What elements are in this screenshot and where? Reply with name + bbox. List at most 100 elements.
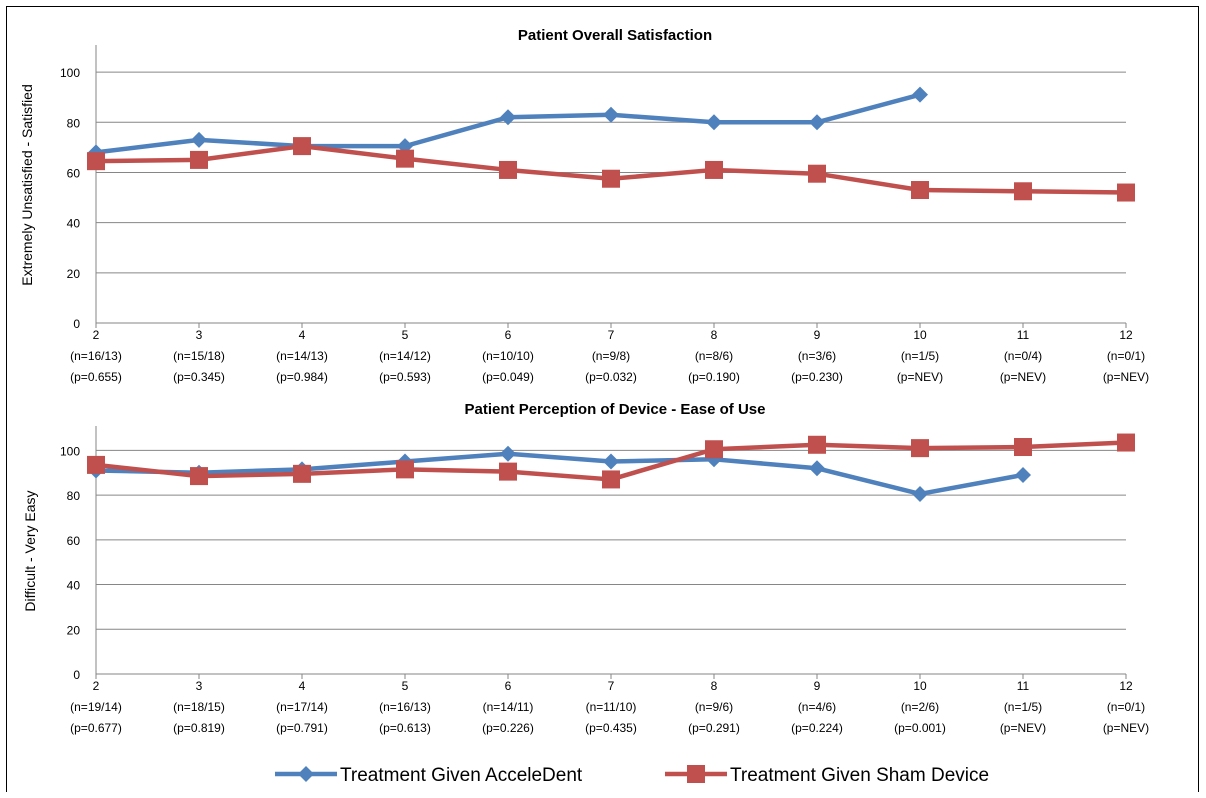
chart-1-x-tick-label: 7 bbox=[608, 328, 615, 342]
chart-2-series-accelerdent-point bbox=[500, 445, 516, 462]
chart-1-series-accelerdent-point bbox=[809, 114, 825, 131]
chart-1-series-accelerdent-point bbox=[706, 114, 722, 131]
chart-2-x-tick-label: 6 bbox=[505, 679, 512, 693]
chart-2-x-tick-label: 4 bbox=[299, 679, 306, 693]
chart-1-x-tick-label: 12 bbox=[1119, 328, 1133, 342]
chart-1-p-label: (p=0.032) bbox=[585, 370, 637, 384]
chart-2-x-tick-label: 9 bbox=[814, 679, 821, 693]
chart-1-p-label: (p=0.655) bbox=[70, 370, 122, 384]
chart-2-series-sham-point bbox=[293, 464, 311, 483]
chart-2-p-label: (p=NEV) bbox=[1000, 721, 1046, 735]
chart-1-series-sham-point bbox=[499, 160, 517, 179]
chart-1-x-tick-label: 8 bbox=[711, 328, 718, 342]
chart-2-p-label: (p=0.291) bbox=[688, 721, 740, 735]
chart-1-series-sham-point bbox=[602, 169, 620, 188]
chart-1-n-label: (n=1/5) bbox=[901, 349, 939, 363]
chart-1-x-tick-label: 5 bbox=[402, 328, 409, 342]
chart-2-n-label: (n=11/10) bbox=[586, 700, 637, 714]
chart-2-y-tick-label: 60 bbox=[67, 534, 81, 548]
chart-1-y-tick-label: 80 bbox=[67, 116, 81, 130]
chart-1-y-tick-label: 100 bbox=[60, 66, 80, 80]
chart-2-p-label: (p=0.224) bbox=[791, 721, 843, 735]
chart-1-series-sham-point bbox=[396, 149, 414, 168]
chart-2-series-sham-point bbox=[499, 462, 517, 481]
chart-1-y-tick-label: 20 bbox=[67, 267, 81, 281]
chart-2-p-label: (p=0.791) bbox=[276, 721, 328, 735]
chart-1-p-label: (p=NEV) bbox=[1103, 370, 1149, 384]
chart-1-p-label: (p=NEV) bbox=[1000, 370, 1046, 384]
chart-1-n-label: (n=9/8) bbox=[592, 349, 630, 363]
legend-sham-label: Treatment Given Sham Device bbox=[730, 765, 989, 786]
chart-2-title: Patient Perception of Device - Ease of U… bbox=[465, 401, 766, 418]
chart-2-n-label: (n=16/13) bbox=[379, 700, 431, 714]
chart-1-series-sham-point bbox=[293, 137, 311, 156]
chart-1-n-label: (n=16/13) bbox=[70, 349, 122, 363]
chart-1-y-tick-label: 60 bbox=[67, 166, 81, 180]
chart-2-n-label: (n=0/1) bbox=[1107, 700, 1145, 714]
chart-2-x-tick-label: 11 bbox=[1017, 679, 1030, 693]
chart-2-n-label: (n=9/6) bbox=[695, 700, 733, 714]
chart-2-p-label: (p=0.001) bbox=[894, 721, 946, 735]
chart-1-n-label: (n=0/4) bbox=[1004, 349, 1042, 363]
chart-1-series-sham-point bbox=[808, 164, 826, 183]
chart-1-x-tick-label: 4 bbox=[299, 328, 306, 342]
chart-1-x-tick-label: 10 bbox=[913, 328, 927, 342]
chart-2-n-label: (n=17/14) bbox=[276, 700, 328, 714]
chart-2-n-label: (n=14/11) bbox=[483, 700, 534, 714]
chart-1-p-label: (p=0.049) bbox=[482, 370, 534, 384]
chart-2-x-tick-label: 10 bbox=[913, 679, 927, 693]
chart-1-n-label: (n=15/18) bbox=[173, 349, 225, 363]
chart-2-x-tick-label: 5 bbox=[402, 679, 409, 693]
chart-2-x-tick-label: 2 bbox=[93, 679, 100, 693]
chart-2-y-tick-label: 0 bbox=[73, 668, 80, 682]
legend-accel-marker bbox=[298, 766, 314, 782]
chart-1-series-sham-point bbox=[190, 150, 208, 169]
chart-2-n-label: (n=4/6) bbox=[798, 700, 836, 714]
chart-2-series-sham-point bbox=[911, 439, 929, 458]
chart-1-y-tick-label: 0 bbox=[73, 317, 80, 331]
chart-2-x-tick-label: 8 bbox=[711, 679, 718, 693]
chart-2-x-tick-label: 12 bbox=[1119, 679, 1133, 693]
chart-1-x-tick-label: 6 bbox=[505, 328, 512, 342]
chart-1-series-sham-point bbox=[1117, 183, 1135, 202]
chart-canvas: Patient Overall Satisfaction020406080100… bbox=[19, 27, 1149, 786]
chart-2-series-accelerdent-point bbox=[809, 460, 825, 477]
chart-2-series-accelerdent-line bbox=[95, 451, 1024, 497]
chart-2-y-tick-label: 100 bbox=[60, 444, 80, 458]
chart-2-p-label: (p=0.613) bbox=[379, 721, 431, 735]
chart-2-p-label: (p=0.819) bbox=[173, 721, 225, 735]
chart-1-p-label: (p=0.190) bbox=[688, 370, 740, 384]
chart-frame: Patient Overall Satisfaction 0 20 40 60 80 100… bbox=[6, 6, 1199, 792]
chart-2-p-label: (p=0.435) bbox=[585, 721, 637, 735]
legend-sham-marker bbox=[687, 765, 705, 783]
chart-1-title: Patient Overall Satisfaction bbox=[518, 27, 712, 44]
chart-1-series-sham-point bbox=[911, 181, 929, 200]
chart-2-series-accelerdent-point bbox=[603, 453, 619, 470]
chart-1-n-label: (n=10/10) bbox=[482, 349, 534, 363]
chart-1-series-accelerdent-point bbox=[603, 106, 619, 123]
chart-1-series-accelerdent-point bbox=[191, 131, 207, 148]
chart-1-p-label: (p=0.345) bbox=[173, 370, 225, 384]
chart-1-series-sham-point bbox=[705, 160, 723, 179]
chart-1-x-tick-label: 3 bbox=[196, 328, 203, 342]
chart-1-p-label: (p=0.984) bbox=[276, 370, 328, 384]
chart-2-x-tick-label: 3 bbox=[196, 679, 203, 693]
chart-1-p-label: (p=NEV) bbox=[897, 370, 943, 384]
chart-2-p-label: (p=0.677) bbox=[70, 721, 122, 735]
chart-2-y-tick-label: 40 bbox=[67, 579, 81, 593]
chart-2-p-label: (p=NEV) bbox=[1103, 721, 1149, 735]
chart-2-y-tick-label: 80 bbox=[67, 489, 81, 503]
chart-1-n-label: (n=14/13) bbox=[276, 349, 328, 363]
chart-2-n-label: (n=19/14) bbox=[70, 700, 122, 714]
chart-2-y-tick-label: 20 bbox=[67, 623, 81, 637]
chart-2-n-label: (n=2/6) bbox=[901, 700, 939, 714]
chart-1-n-label: (n=3/6) bbox=[798, 349, 836, 363]
chart-2-series-sham-point bbox=[190, 467, 208, 486]
chart-1-n-label: (n=8/6) bbox=[695, 349, 733, 363]
chart-2-p-label: (p=0.226) bbox=[482, 721, 534, 735]
chart-2-series-sham-point bbox=[808, 435, 826, 454]
chart-2-series-sham-point bbox=[1014, 438, 1032, 457]
chart-1-series-sham-point bbox=[87, 152, 105, 171]
chart-1-x-tick-label: 9 bbox=[814, 328, 821, 342]
legend-accel-label: Treatment Given AcceleDent bbox=[340, 765, 583, 786]
